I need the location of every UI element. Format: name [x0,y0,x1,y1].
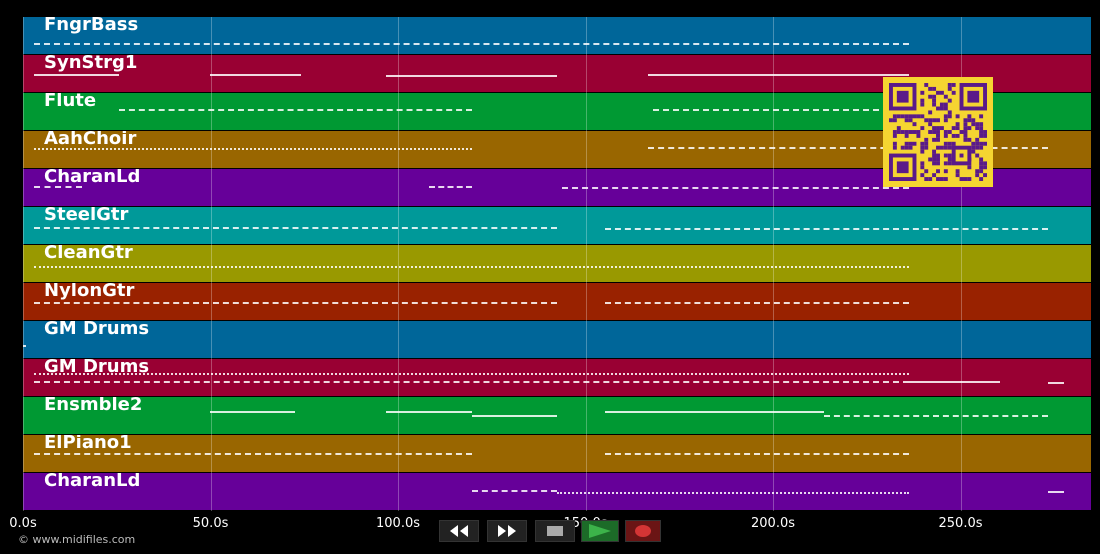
note-lane [647,147,1049,149]
note-lane [23,345,27,347]
track-label: ElPiano1 [44,435,132,453]
axis-tick-label: 50.0s [192,516,229,531]
grid-line [23,17,24,511]
note-lane [824,415,1049,417]
note-lane [1048,382,1065,384]
play-button[interactable] [581,520,619,542]
track-label: CleanGtr [44,245,133,263]
record-button[interactable] [625,520,661,542]
qr-code [883,77,993,187]
qr-code-image [889,83,987,181]
note-lane [209,74,301,76]
track-row[interactable]: Ensmble2 [23,397,1091,434]
axis-tick-label: 100.0s [376,516,420,531]
track-row[interactable]: GM Drums [23,359,1091,396]
grid-line [773,17,774,511]
track-row[interactable]: CleanGtr [23,245,1091,282]
track-label: Ensmble2 [44,397,143,415]
note-lane [647,74,910,76]
note-lane [605,302,910,304]
play-icon [589,524,611,538]
note-lane [33,302,557,304]
track-row[interactable]: SteelGtr [23,207,1091,244]
rewind-icon [450,525,468,537]
note-lane [33,227,557,229]
note-lane [605,228,1049,230]
note-lane [471,490,557,492]
grid-line [398,17,399,511]
note-lane [386,411,472,413]
stop-icon [547,526,563,536]
track-row[interactable]: CharanLd [23,473,1091,510]
note-lane [33,373,910,375]
note-lane [119,109,472,111]
note-lane [33,381,910,383]
note-lane [33,74,120,76]
grid-line [210,17,212,511]
note-lane [557,492,910,494]
axis-tick-label: 250.0s [938,516,983,531]
track-label: SynStrg1 [44,55,138,73]
note-lane [33,186,82,188]
axis-tick-label: 200.0s [751,516,795,531]
note-lane [428,186,472,188]
note-lane [909,381,1001,383]
grid-line [585,17,587,511]
track-label: GM Drums [44,359,150,377]
fast-forward-icon [498,525,516,537]
grid-line [960,17,962,511]
note-lane [1048,491,1065,493]
note-lane [386,75,557,77]
note-lane [605,453,910,455]
note-lane [33,453,472,455]
copyright-text: © www.midifiles.com [18,533,136,546]
note-lane [33,43,910,45]
note-lane [209,411,296,413]
track-row[interactable]: GM Drums [23,321,1091,358]
track-label: CharanLd [44,473,141,491]
track-label: NylonGtr [44,283,135,301]
track-label: AahChoir [44,131,137,149]
track-label: SteelGtr [44,207,129,225]
note-lane [33,266,910,268]
note-lane [33,148,472,150]
track-label: CharanLd [44,169,141,187]
track-label: GM Drums [44,321,150,339]
note-lane [605,411,824,413]
record-icon [635,525,651,537]
track-row[interactable]: FngrBass [23,17,1091,54]
note-lane [471,415,557,417]
note-lane [562,187,910,189]
rewind-button[interactable] [439,520,479,542]
axis-tick-label: 0.0s [9,516,37,531]
stop-button[interactable] [535,520,575,542]
track-row[interactable]: ElPiano1 [23,435,1091,472]
track-label: Flute [44,93,97,111]
track-row[interactable]: NylonGtr [23,283,1091,320]
fast-forward-button[interactable] [487,520,527,542]
note-lane [653,109,910,111]
track-label: FngrBass [44,17,139,35]
